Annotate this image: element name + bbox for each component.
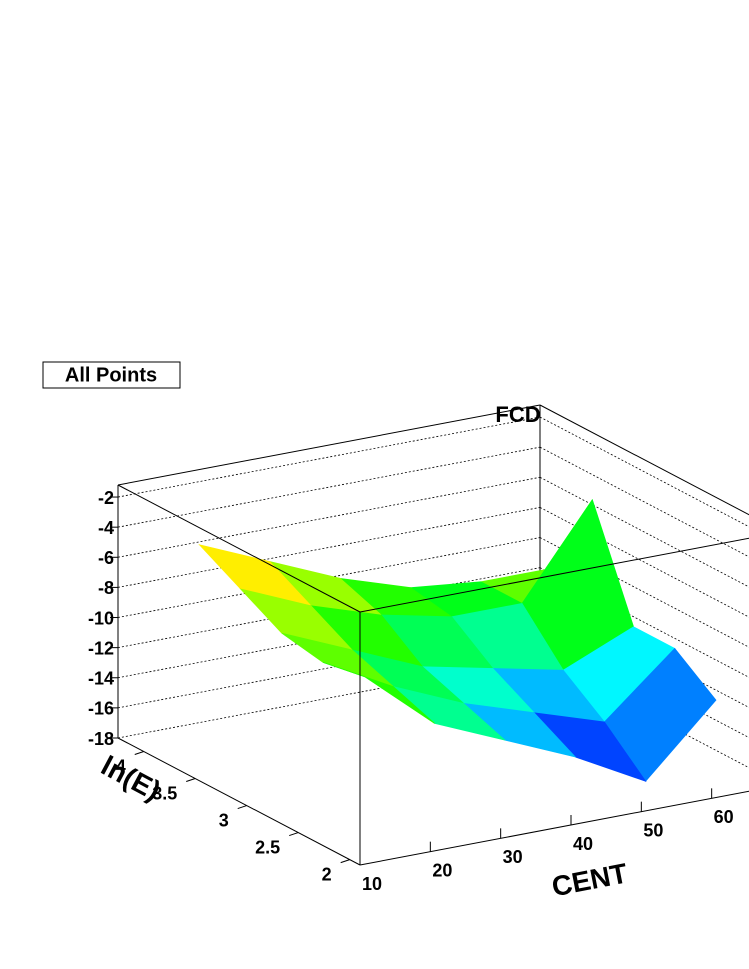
x-tick-label: 20 [432,860,452,880]
grid-line [117,476,541,558]
z-tick-label: -2 [98,488,114,508]
y-tick-label: 4 [116,756,126,776]
box-edge [117,484,361,613]
grid-line [117,416,541,498]
box-edge [117,404,541,486]
grid-line [539,416,749,528]
z-axis-title: FCD [495,402,540,427]
x-axis-title: CENT [549,857,630,902]
grid-line [539,476,749,588]
y-tick-label: 3 [219,810,229,830]
box-edge [359,790,749,866]
z-tick-label: -16 [88,699,114,719]
grid-line [117,567,541,649]
box-edge [117,737,361,866]
z-tick-label: -4 [98,518,114,538]
y-tick [186,778,196,783]
y-tick-label: 2.5 [255,837,280,857]
x-tick-label: 60 [714,807,734,827]
y-tick-label: 3.5 [152,783,177,803]
grid-line [117,446,541,528]
surface-patch [322,662,435,724]
title-box [42,361,181,389]
box-edge [359,537,749,613]
grid-line [117,507,541,588]
z-tick-label: -14 [88,669,114,689]
z-tick-label: -10 [88,608,114,628]
y-tick [289,832,299,837]
z-tick-label: -12 [88,638,114,658]
z-tick-label: -18 [88,729,114,749]
grid-line [117,537,541,618]
chart-title: All Points [65,364,157,386]
box-edge [539,404,749,516]
grid-line [539,446,749,558]
z-tick-label: -8 [98,578,114,598]
x-tick-label: 30 [503,847,523,867]
y-tick [237,805,247,810]
z-tick-label: -6 [98,548,114,568]
y-tick [134,751,144,755]
x-tick-label: 10 [362,874,382,894]
y-tick [340,859,350,864]
x-tick-label: 50 [643,820,663,840]
x-tick-label: 40 [573,834,593,854]
y-tick-label: 2 [322,864,332,884]
